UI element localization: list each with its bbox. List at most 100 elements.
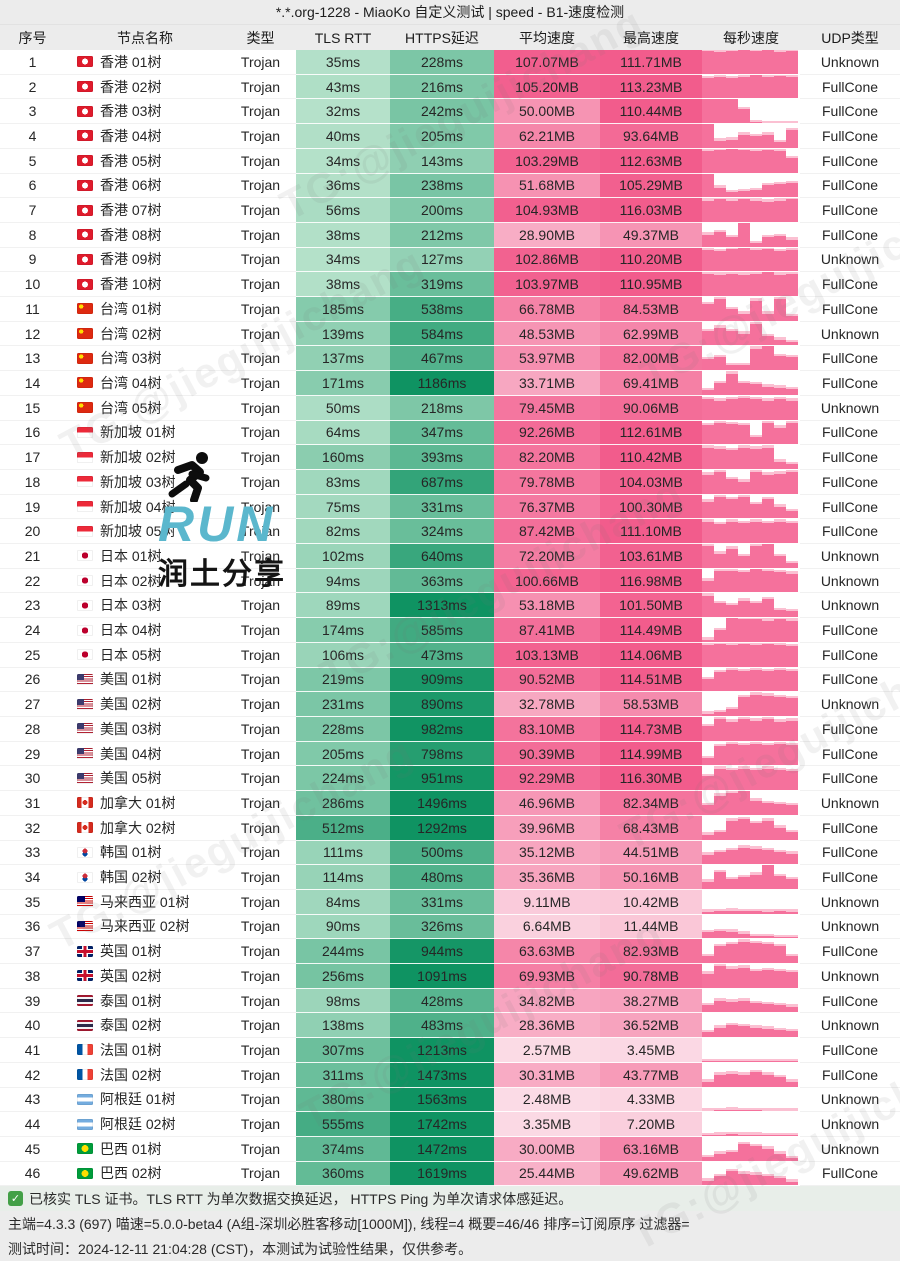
- tls-rtt-cell: 64ms: [296, 420, 390, 446]
- speed-bar: [702, 1112, 714, 1136]
- speed-bar: [714, 766, 726, 791]
- node-name-cell: 台湾 01树: [65, 297, 225, 322]
- speed-bar: [702, 470, 714, 494]
- udp-type-cell: Unknown: [800, 692, 900, 717]
- https-latency-cell: 1563ms: [390, 1087, 494, 1113]
- speed-bar: [762, 1063, 774, 1087]
- node-name-cell: 台湾 04树: [65, 371, 225, 396]
- max-speed-cell: 114.06MB: [600, 642, 702, 668]
- node-name-cell: 美国 01树: [65, 668, 225, 693]
- udp-type-cell: FullCone: [800, 939, 900, 965]
- https-latency-cell: 331ms: [390, 889, 494, 915]
- speed-bar: [714, 642, 726, 667]
- speed-bar: [774, 519, 786, 544]
- per-second-speed-sparkline: [702, 272, 800, 298]
- max-speed-cell: 111.10MB: [600, 519, 702, 545]
- row-index: 9: [0, 248, 65, 273]
- max-speed-cell: 110.20MB: [600, 247, 702, 273]
- speed-bar: [774, 569, 786, 593]
- node-name: 香港 09树: [100, 251, 162, 268]
- speed-bar: [762, 396, 774, 420]
- speed-bar: [750, 568, 762, 593]
- max-speed-cell: 113.23MB: [600, 74, 702, 100]
- speed-bar: [738, 148, 750, 173]
- speed-bar: [726, 198, 738, 222]
- speed-bar: [786, 1088, 798, 1112]
- protocol-type: Trojan: [225, 964, 296, 989]
- speed-bar: [702, 421, 714, 445]
- speed-bar: [762, 890, 774, 914]
- speed-bar: [762, 50, 774, 74]
- speed-bar: [774, 989, 786, 1013]
- table-row: 15 台湾 05树 Trojan 50ms 218ms 79.45MB 90.06MB Unk…: [0, 395, 900, 421]
- protocol-type: Trojan: [225, 643, 296, 668]
- per-second-speed-sparkline: [702, 593, 800, 619]
- per-second-speed-sparkline: [702, 865, 800, 890]
- speed-bar: [714, 248, 726, 272]
- speed-bar: [774, 1063, 786, 1087]
- row-index: 24: [0, 618, 65, 643]
- node-name-cell: 韩国 02树: [65, 865, 225, 890]
- https-latency-cell: 428ms: [390, 988, 494, 1014]
- speed-bar: [738, 494, 750, 519]
- speed-bar: [762, 1162, 774, 1186]
- node-name-cell: 英国 01树: [65, 939, 225, 965]
- speed-bar: [750, 223, 762, 247]
- speed-bar: [726, 247, 738, 272]
- speed-bar: [738, 1088, 750, 1112]
- node-name: 香港 08树: [100, 226, 162, 243]
- speed-bar: [774, 174, 786, 198]
- protocol-type: Trojan: [225, 717, 296, 742]
- max-speed-cell: 3.45MB: [600, 1038, 702, 1063]
- speed-bar: [762, 1013, 774, 1038]
- per-second-speed-sparkline: [702, 568, 800, 594]
- row-index: 20: [0, 519, 65, 545]
- node-name-cell: 英国 02树: [65, 964, 225, 989]
- per-second-speed-sparkline: [702, 321, 800, 347]
- speed-bar: [786, 174, 798, 198]
- speed-bar: [774, 99, 786, 124]
- max-speed-cell: 10.42MB: [600, 889, 702, 915]
- ar-flag-icon: [77, 1093, 93, 1105]
- speed-bar: [738, 247, 750, 272]
- udp-type-cell: FullCone: [800, 174, 900, 199]
- speed-bar: [750, 593, 762, 618]
- hk-flag-icon: [77, 81, 93, 93]
- speed-bar: [774, 717, 786, 741]
- table-header: 序号 节点名称 类型 TLS RTT HTTPS延迟 平均速度 最高速度 每秒速…: [0, 25, 900, 50]
- speed-bar: [738, 99, 750, 124]
- tls-rtt-cell: 83ms: [296, 469, 390, 495]
- speed-bar: [702, 742, 714, 766]
- table-row: 19 新加坡 04树 Trojan 75ms 331ms 76.37MB 100.30MB F…: [0, 494, 900, 520]
- speed-bar: [702, 1088, 714, 1112]
- avg-speed-cell: 79.78MB: [494, 469, 600, 495]
- hk-flag-icon: [77, 229, 93, 241]
- tls-rtt-cell: 228ms: [296, 716, 390, 742]
- speed-bar: [750, 50, 762, 74]
- speed-bar: [774, 642, 786, 667]
- udp-type-cell: FullCone: [800, 75, 900, 100]
- protocol-type: Trojan: [225, 421, 296, 446]
- speed-bar: [786, 99, 798, 124]
- avg-speed-cell: 103.29MB: [494, 148, 600, 174]
- udp-type-cell: Unknown: [800, 1112, 900, 1137]
- speed-bar: [774, 445, 786, 469]
- per-second-speed-sparkline: [702, 346, 800, 372]
- tw-flag-icon: [77, 328, 93, 340]
- row-index: 4: [0, 124, 65, 149]
- row-index: 27: [0, 692, 65, 717]
- speed-bar: [702, 396, 714, 420]
- speed-bar: [702, 791, 714, 815]
- avg-speed-cell: 33.71MB: [494, 371, 600, 396]
- speed-bar: [714, 99, 726, 124]
- speed-bar: [702, 668, 714, 692]
- max-speed-cell: 110.42MB: [600, 445, 702, 470]
- protocol-type: Trojan: [225, 223, 296, 248]
- speed-bar: [750, 1137, 762, 1161]
- speed-bar: [714, 841, 726, 865]
- speed-bar: [774, 915, 786, 939]
- speed-bar: [786, 841, 798, 865]
- speed-bar: [714, 1088, 726, 1112]
- node-name: 英国 01树: [100, 943, 162, 960]
- table-row: 13 台湾 03树 Trojan 137ms 467ms 53.97MB 82.00MB Fu…: [0, 346, 900, 372]
